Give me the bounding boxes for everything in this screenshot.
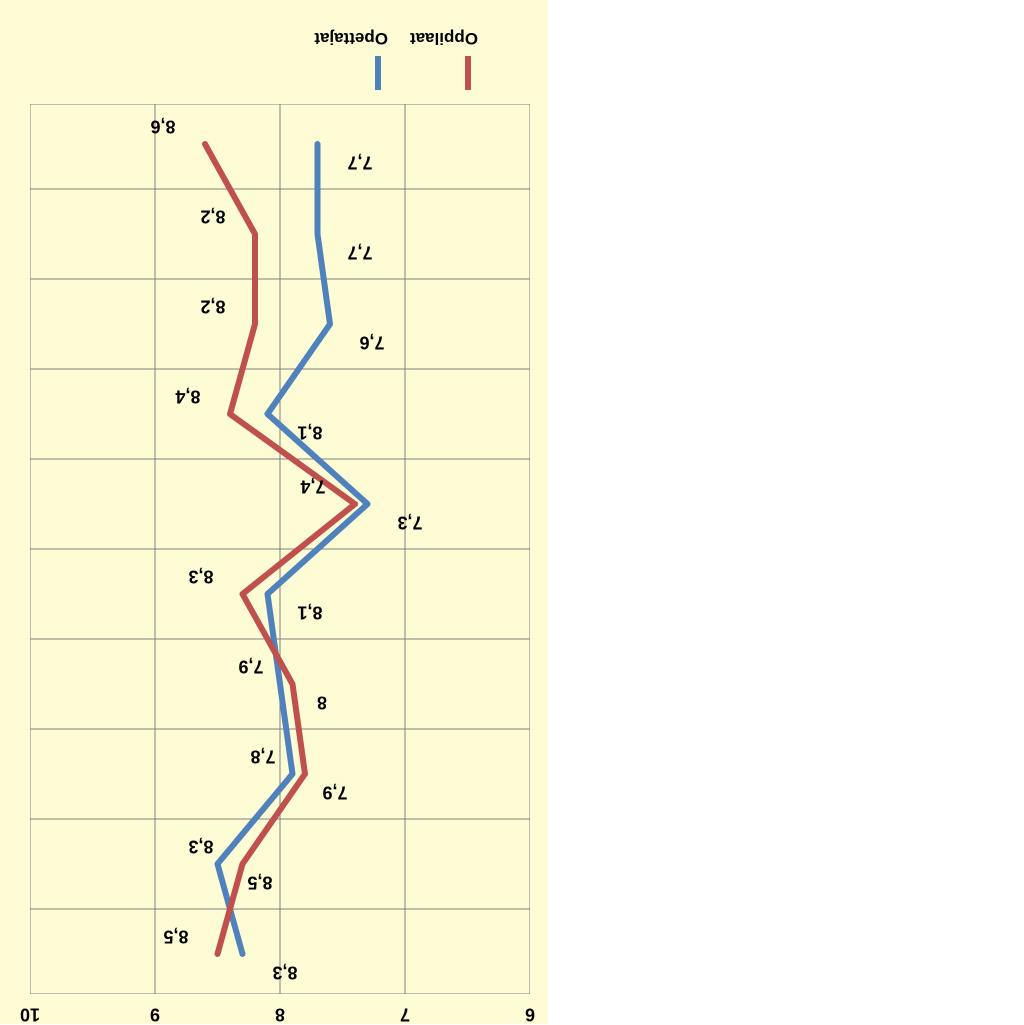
- legend-swatch: [465, 56, 471, 90]
- data-label-series-1: 8,3: [188, 566, 213, 587]
- y-tick-label: 6: [525, 1004, 535, 1025]
- data-label-series-0: 8,3: [272, 961, 297, 982]
- data-label-series-0: 8,1: [297, 422, 322, 443]
- y-tick-label: 10: [20, 1004, 40, 1025]
- y-tick-label: 9: [150, 1004, 160, 1025]
- legend-item-oppilaat: Oppilaat: [458, 28, 478, 90]
- data-label-series-0: 7,6: [359, 332, 384, 353]
- legend-label: Oppilaat: [458, 28, 478, 48]
- legend-item-opettajat: Opettajat: [368, 28, 388, 90]
- data-label-series-1: 7,9: [238, 655, 263, 676]
- data-label-series-0: 8,5: [247, 871, 272, 892]
- data-label-series-1: 8,4: [175, 386, 200, 407]
- data-label-series-1: 8,3: [188, 835, 213, 856]
- data-label-series-0: 8,1: [297, 602, 322, 623]
- data-label-series-1: 7,8: [250, 745, 275, 766]
- data-label-series-0: 7,7: [347, 152, 372, 173]
- data-label-series-1: 7,4: [300, 476, 325, 497]
- chart-stage: Opettajat Oppilaat 6 7 8 9 10 8,3 8,5 8,5 8,3 7,9 7…: [0, 0, 564, 1024]
- chart-box: Opettajat Oppilaat 6 7 8 9 10 8,3 8,5 8,5 8,3 7,9 7…: [0, 0, 548, 1024]
- data-label-series-0: 7,3: [397, 512, 422, 533]
- data-label-series-0: 7,7: [347, 242, 372, 263]
- legend-label: Opettajat: [368, 28, 388, 48]
- plot-area: [30, 104, 530, 994]
- legend: Opettajat Oppilaat: [348, 0, 528, 96]
- data-label-series-1: 8,2: [200, 206, 225, 227]
- y-tick-label: 8: [275, 1004, 285, 1025]
- legend-swatch: [375, 56, 381, 90]
- data-label-series-1: 8,2: [200, 296, 225, 317]
- data-label-series-0: 8: [317, 691, 327, 712]
- y-tick-label: 7: [400, 1004, 410, 1025]
- data-label-series-1: 8,6: [150, 116, 175, 137]
- data-label-series-0: 7,9: [322, 781, 347, 802]
- data-label-series-1: 8,5: [163, 925, 188, 946]
